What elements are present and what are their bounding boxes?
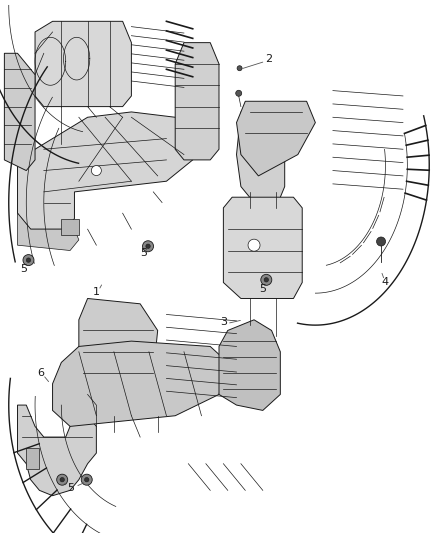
Polygon shape <box>237 101 315 176</box>
Polygon shape <box>4 53 35 171</box>
Polygon shape <box>219 320 280 410</box>
Text: 5: 5 <box>140 248 147 258</box>
Text: 5: 5 <box>21 264 28 274</box>
Polygon shape <box>79 298 158 394</box>
Polygon shape <box>18 213 79 251</box>
Circle shape <box>26 258 31 262</box>
Text: 2: 2 <box>265 54 272 63</box>
Polygon shape <box>61 219 79 235</box>
Polygon shape <box>18 405 96 496</box>
Polygon shape <box>26 448 39 469</box>
Text: 5: 5 <box>259 284 266 294</box>
Polygon shape <box>223 197 302 298</box>
Polygon shape <box>53 341 228 426</box>
Circle shape <box>264 278 268 282</box>
Circle shape <box>57 474 68 485</box>
Polygon shape <box>35 21 131 107</box>
Circle shape <box>85 478 89 482</box>
Text: 3: 3 <box>220 318 227 327</box>
Polygon shape <box>175 43 219 160</box>
Circle shape <box>81 474 92 485</box>
Circle shape <box>146 244 150 248</box>
Circle shape <box>23 255 34 265</box>
Text: 5: 5 <box>67 483 74 493</box>
Circle shape <box>60 478 64 482</box>
Polygon shape <box>237 112 285 208</box>
Circle shape <box>261 274 272 285</box>
Circle shape <box>248 239 260 251</box>
Circle shape <box>236 90 242 96</box>
Circle shape <box>92 166 101 175</box>
Circle shape <box>142 241 154 252</box>
Text: 6: 6 <box>37 368 44 378</box>
Text: 4: 4 <box>382 278 389 287</box>
Text: 1: 1 <box>93 287 100 297</box>
Circle shape <box>377 237 385 246</box>
Circle shape <box>237 66 242 71</box>
Polygon shape <box>18 112 193 229</box>
